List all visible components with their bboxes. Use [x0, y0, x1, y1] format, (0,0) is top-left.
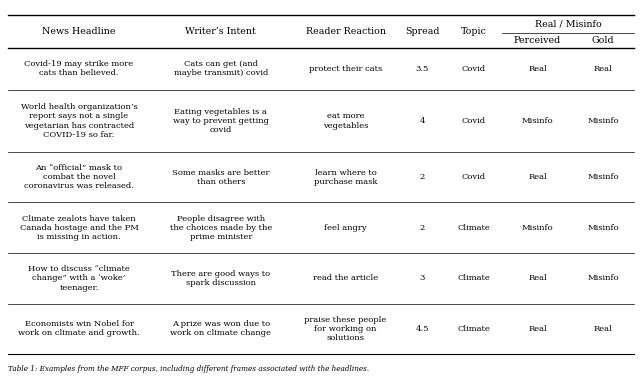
- Text: praise these people
for working on
solutions: praise these people for working on solut…: [305, 316, 387, 342]
- Text: Misinfo: Misinfo: [588, 224, 619, 232]
- Text: 2: 2: [420, 173, 425, 181]
- Text: Misinfo: Misinfo: [522, 117, 554, 125]
- Text: 3: 3: [420, 274, 425, 282]
- Text: Real / Misinfo: Real / Misinfo: [534, 20, 602, 28]
- Text: Climate: Climate: [457, 274, 490, 282]
- Text: Misinfo: Misinfo: [588, 274, 619, 282]
- Text: feel angry: feel angry: [324, 224, 367, 232]
- Text: learn where to
purchase mask: learn where to purchase mask: [314, 169, 378, 186]
- Text: Misinfo: Misinfo: [588, 117, 619, 125]
- Text: protect their cats: protect their cats: [309, 65, 382, 73]
- Text: Misinfo: Misinfo: [588, 173, 619, 181]
- Text: How to discuss “climate
change” with a ‘woke’
teenager.: How to discuss “climate change” with a ‘…: [28, 265, 130, 291]
- Text: Cats can get (and
maybe transmit) covid: Cats can get (and maybe transmit) covid: [173, 60, 268, 77]
- Text: News Headline: News Headline: [42, 27, 116, 36]
- Text: eat more
vegetables: eat more vegetables: [323, 112, 368, 130]
- Text: Gold: Gold: [592, 36, 614, 45]
- Text: There are good ways to
spark discussion: There are good ways to spark discussion: [172, 270, 270, 287]
- Text: Real: Real: [528, 274, 547, 282]
- Text: 3.5: 3.5: [416, 65, 429, 73]
- Text: 2: 2: [420, 224, 425, 232]
- Text: 4: 4: [420, 117, 425, 125]
- Text: Climate: Climate: [457, 325, 490, 333]
- Text: Reader Reaction: Reader Reaction: [306, 27, 385, 36]
- Text: Writer’s Intent: Writer’s Intent: [186, 27, 256, 36]
- Text: Misinfo: Misinfo: [522, 224, 554, 232]
- Text: World health organization’s
report says not a single
vegetarian has contracted
C: World health organization’s report says …: [20, 103, 138, 139]
- Text: Climate zealots have taken
Canada hostage and the PM
is missing in action.: Climate zealots have taken Canada hostag…: [20, 215, 138, 241]
- Text: Covid: Covid: [461, 65, 486, 73]
- Text: People disagree with
the choices made by the
prime minister: People disagree with the choices made by…: [170, 215, 272, 241]
- Text: Real: Real: [528, 173, 547, 181]
- Text: 4.5: 4.5: [415, 325, 429, 333]
- Text: read the article: read the article: [313, 274, 378, 282]
- Text: Table 1: Examples from the MFF corpus, including different frames associated wit: Table 1: Examples from the MFF corpus, i…: [8, 365, 369, 374]
- Text: Some masks are better
than others: Some masks are better than others: [172, 169, 269, 186]
- Text: Covid: Covid: [461, 173, 486, 181]
- Text: Climate: Climate: [457, 224, 490, 232]
- Text: Economists win Nobel for
work on climate and growth.: Economists win Nobel for work on climate…: [18, 320, 140, 337]
- Text: Real: Real: [594, 65, 612, 73]
- Text: Covid: Covid: [461, 117, 486, 125]
- Text: Real: Real: [528, 65, 547, 73]
- Text: Eating vegetables is a
way to prevent getting
covid: Eating vegetables is a way to prevent ge…: [173, 108, 269, 134]
- Text: A prize was won due to
work on climate change: A prize was won due to work on climate c…: [170, 320, 271, 337]
- Text: Perceived: Perceived: [514, 36, 561, 45]
- Text: Real: Real: [594, 325, 612, 333]
- Text: Topic: Topic: [461, 27, 486, 36]
- Text: An “official” mask to
combat the novel
coronavirus was released.: An “official” mask to combat the novel c…: [24, 164, 134, 190]
- Text: Real: Real: [528, 325, 547, 333]
- Text: Covid-19 may strike more
cats than believed.: Covid-19 may strike more cats than belie…: [24, 60, 134, 77]
- Text: Spread: Spread: [405, 27, 440, 36]
